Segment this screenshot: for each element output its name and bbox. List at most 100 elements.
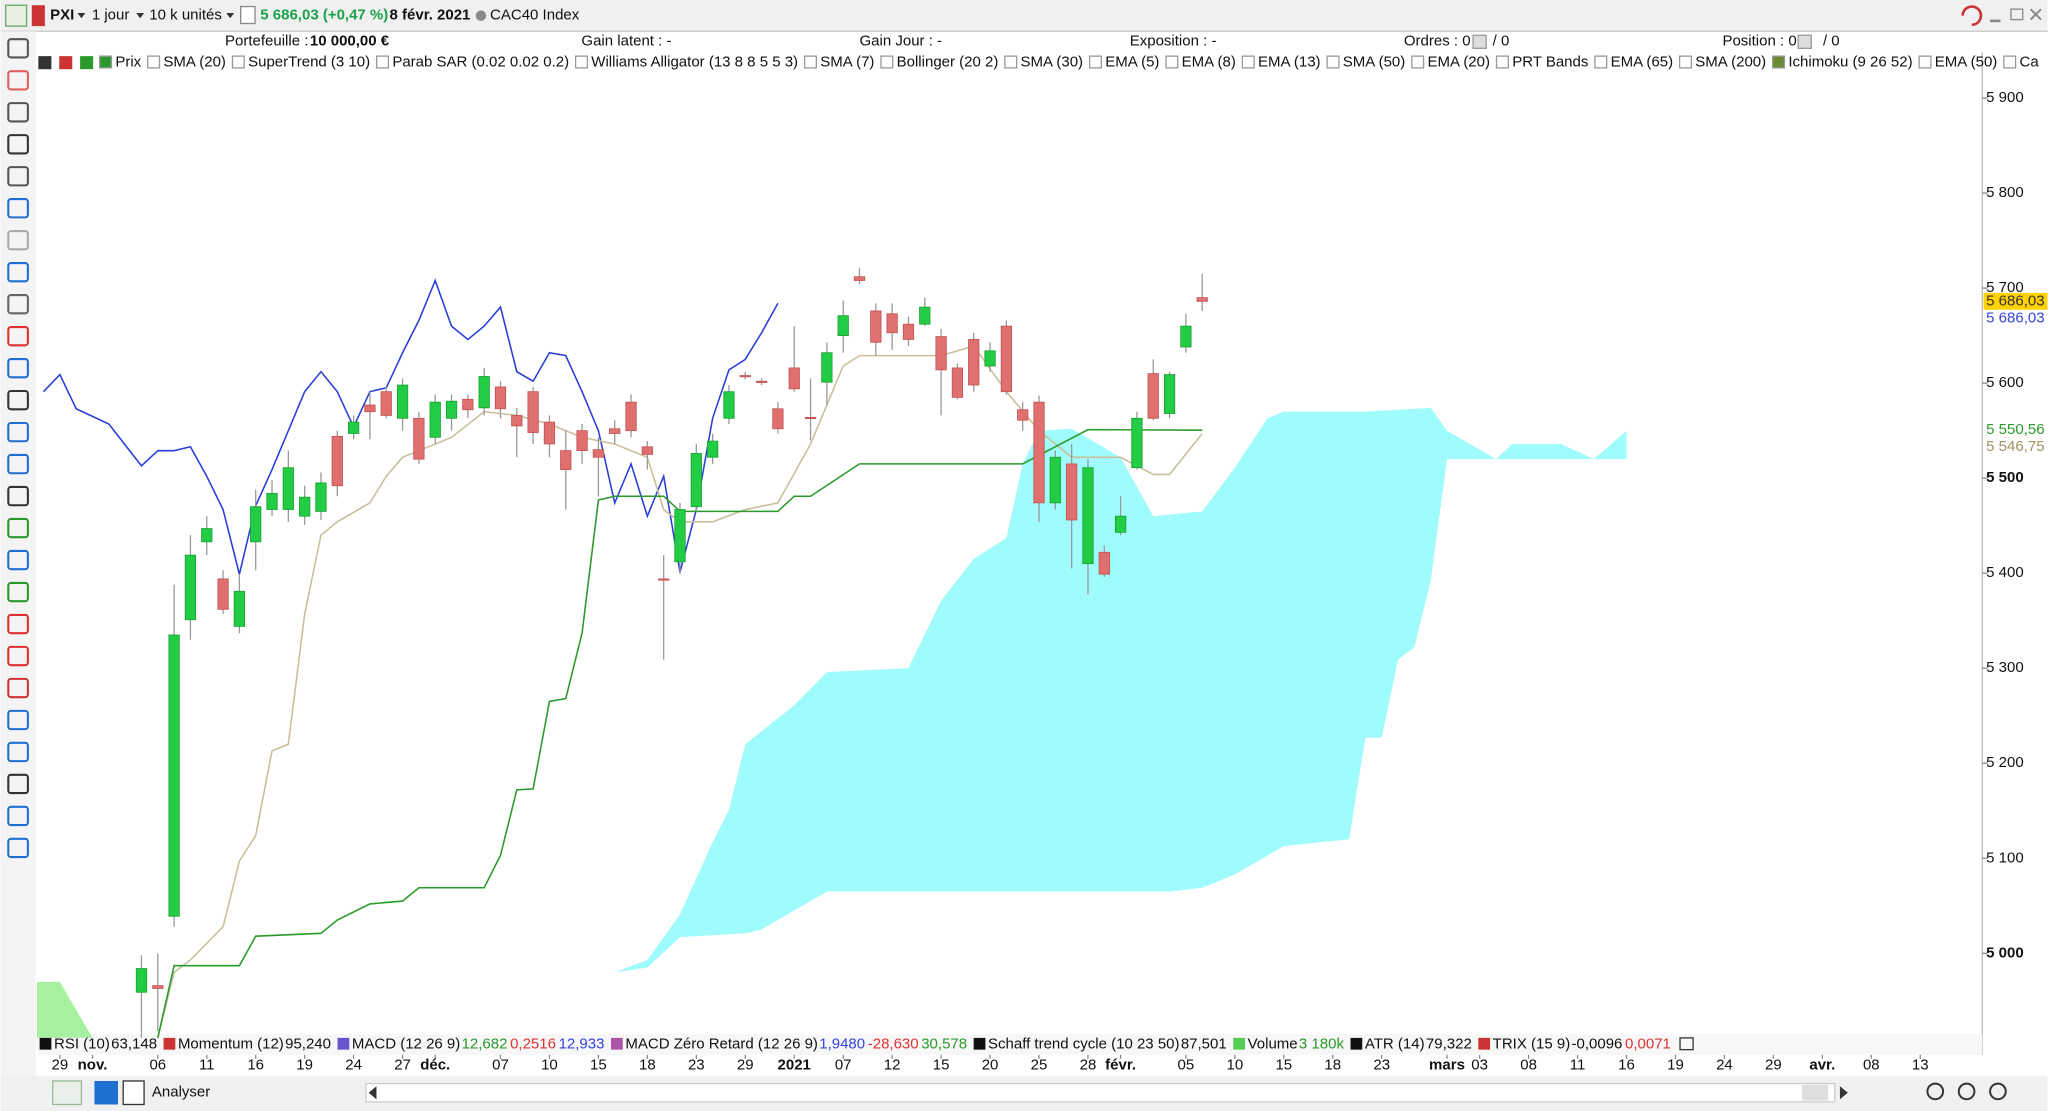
zoom-in-icon[interactable] [1989,1082,2007,1101]
chart-type-icon[interactable] [31,5,45,27]
dropdown-arrow[interactable] [77,13,86,19]
tool-icon[interactable] [7,230,29,251]
tool-icon[interactable] [7,549,29,571]
close-icon[interactable] [2029,8,2042,21]
panel-name[interactable]: ATR (14) [1365,1035,1425,1052]
legend-item[interactable]: PRT Bands [1512,54,1588,71]
restore-icon[interactable] [2010,8,2024,21]
legend-checkbox[interactable] [1594,55,1608,69]
legend-item[interactable]: EMA (20) [1427,54,1490,71]
tool-icon[interactable] [7,581,29,603]
panel-swatch[interactable] [337,1037,350,1050]
panel-name[interactable]: TRIX (15 9) [1493,1035,1571,1052]
legend-item[interactable]: EMA (50) [1935,54,1998,71]
legend-item[interactable]: Bollinger (20 2) [897,54,999,71]
dropdown-arrow[interactable] [136,13,145,19]
legend-item[interactable]: Ichimoku (9 26 52) [1788,54,1912,71]
legend-checkbox[interactable] [376,55,390,69]
legend-item[interactable]: EMA (8) [1182,54,1236,71]
period[interactable]: 1 jour [92,7,130,24]
tool-icon[interactable] [7,70,29,91]
panel-swatch[interactable] [973,1037,986,1050]
legend-checkbox[interactable] [1165,55,1179,69]
analyze-button[interactable]: Analyser [152,1084,210,1101]
tool-icon[interactable] [7,485,29,507]
zoom-out-icon[interactable] [1957,1082,1976,1101]
legend-item[interactable]: SMA (30) [1021,54,1084,71]
legend-checkbox[interactable] [1088,55,1103,69]
tool-icon[interactable] [7,677,29,699]
legend-item[interactable]: SMA (50) [1343,54,1406,71]
legend-checkbox[interactable] [1411,55,1425,69]
legend-item[interactable]: Parab SAR (0.02 0.02 0.2) [392,54,569,71]
legend-checkbox[interactable] [1241,55,1255,69]
tool-icon[interactable] [7,645,29,667]
tool-icon[interactable] [7,389,29,411]
panel-detach-icon[interactable] [1679,1037,1694,1051]
units[interactable]: 10 k unités [149,7,222,24]
legend-checkbox[interactable] [1495,55,1509,69]
legend-item[interactable]: SMA (7) [820,54,874,71]
info-icon[interactable] [240,5,256,25]
panel-name[interactable]: Momentum (12) [178,1035,284,1052]
layout-icon[interactable] [122,1080,145,1106]
tool-icon[interactable] [7,421,29,443]
legend-checkbox[interactable] [574,55,589,69]
legend-checkbox[interactable] [147,55,161,69]
legend-item[interactable]: SMA (20) [163,54,226,71]
tool-icon[interactable] [7,357,29,379]
legend-checkbox[interactable] [880,55,894,69]
tool-icon[interactable] [7,453,29,475]
tool-icon[interactable] [7,517,29,539]
tool-icon[interactable] [7,837,29,859]
panel-swatch[interactable] [611,1037,623,1050]
tool-icon[interactable] [7,262,29,283]
tool-icon[interactable] [7,38,29,59]
legend-item[interactable]: SMA (200) [1695,54,1766,71]
tool-icon[interactable] [7,166,29,187]
scroll-thumb[interactable] [1802,1084,1829,1101]
app-icon[interactable] [5,4,28,27]
legend-item[interactable]: Prix [115,54,141,71]
tool-icon[interactable] [7,102,29,123]
legend-item[interactable]: Ca [2020,54,2040,71]
legend-item[interactable]: EMA (13) [1258,54,1321,71]
panel-swatch[interactable] [39,1037,52,1050]
legend-checkbox[interactable] [99,55,113,69]
panel-swatch[interactable] [163,1037,176,1050]
scrollbar[interactable] [365,1082,1836,1103]
legend-item[interactable]: Williams Alligator (13 8 8 5 5 3) [591,54,798,71]
legend-checkbox[interactable] [231,55,245,69]
legend-checkbox[interactable] [1004,55,1018,69]
legend-checkbox[interactable] [1772,55,1786,69]
legend-checkbox[interactable] [803,55,817,69]
scroll-left[interactable] [368,1086,377,1100]
legend-item[interactable]: EMA (5) [1105,54,1159,71]
share-icon[interactable] [94,1080,118,1105]
legend-item[interactable]: SuperTrend (3 10) [248,54,370,71]
legend-checkbox[interactable] [1918,55,1932,69]
panel-name[interactable]: RSI (10) [54,1035,110,1052]
panel-name[interactable]: MACD (12 26 9) [352,1035,460,1052]
panel-name[interactable]: MACD Zéro Retard (12 26 9) [625,1035,818,1052]
refresh-icon[interactable] [1961,5,1983,27]
panel-swatch[interactable] [1478,1037,1491,1050]
panel-name[interactable]: Volume [1248,1035,1298,1052]
tool-icon[interactable] [7,709,29,731]
tool-icon[interactable] [7,805,29,827]
legend-item[interactable]: EMA (65) [1611,54,1674,71]
legend-checkbox[interactable] [1326,55,1340,69]
tool-icon[interactable] [7,134,29,155]
legend-checkbox[interactable] [1678,55,1693,69]
tool-icon[interactable] [7,294,29,315]
indicator-icon[interactable] [52,1080,83,1106]
panel-swatch[interactable] [1233,1037,1245,1050]
legend-checkbox[interactable] [2003,55,2017,69]
scroll-right[interactable] [1839,1086,1848,1100]
dropdown-arrow[interactable] [226,13,235,19]
position-button[interactable] [1797,34,1812,49]
symbol[interactable]: PXI [50,7,74,24]
orders-button[interactable] [1472,34,1487,49]
tool-icon[interactable] [7,325,29,347]
panel-name[interactable]: Schaff trend cycle (10 23 50) [988,1035,1180,1052]
